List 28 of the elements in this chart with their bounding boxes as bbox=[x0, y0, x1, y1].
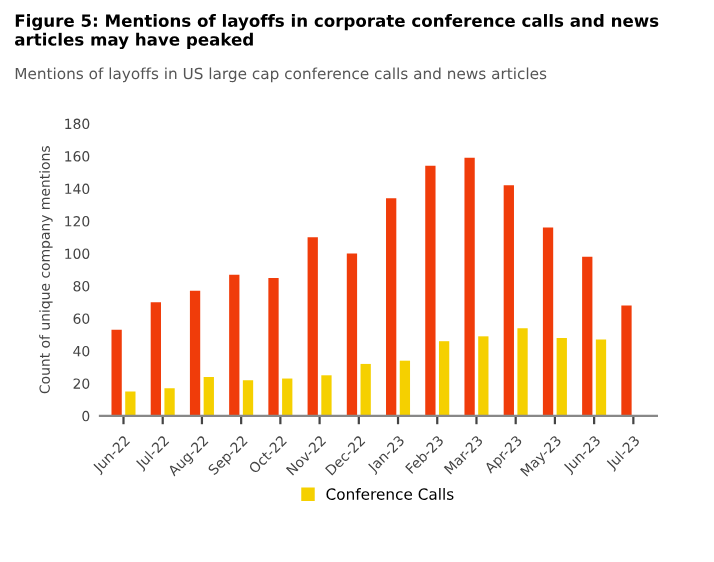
bar bbox=[425, 165, 436, 416]
bar bbox=[621, 305, 632, 416]
bar bbox=[150, 302, 161, 416]
bar bbox=[595, 339, 607, 416]
bar bbox=[399, 360, 411, 416]
bar bbox=[438, 341, 450, 416]
bar bbox=[268, 277, 279, 416]
bar bbox=[503, 185, 514, 416]
bar bbox=[360, 363, 371, 416]
chart-title: Figure 5: Mentions of layoffs in corporate conference calls and news articles may have peaked bbox=[15, 14, 659, 50]
bar bbox=[386, 198, 397, 416]
bar bbox=[242, 380, 254, 416]
bar bbox=[321, 375, 332, 416]
bar bbox=[464, 157, 475, 416]
bar bbox=[582, 256, 593, 416]
bar bbox=[556, 337, 567, 416]
bar bbox=[478, 336, 489, 416]
bar bbox=[282, 378, 293, 416]
bar bbox=[189, 290, 201, 416]
bar bbox=[542, 227, 554, 416]
bar bbox=[111, 329, 122, 416]
bar bbox=[229, 274, 240, 416]
bar bbox=[517, 328, 528, 416]
bar bbox=[164, 388, 175, 416]
bar bbox=[307, 237, 318, 416]
bar bbox=[346, 253, 358, 416]
bar bbox=[125, 391, 136, 416]
bar bbox=[203, 376, 214, 416]
